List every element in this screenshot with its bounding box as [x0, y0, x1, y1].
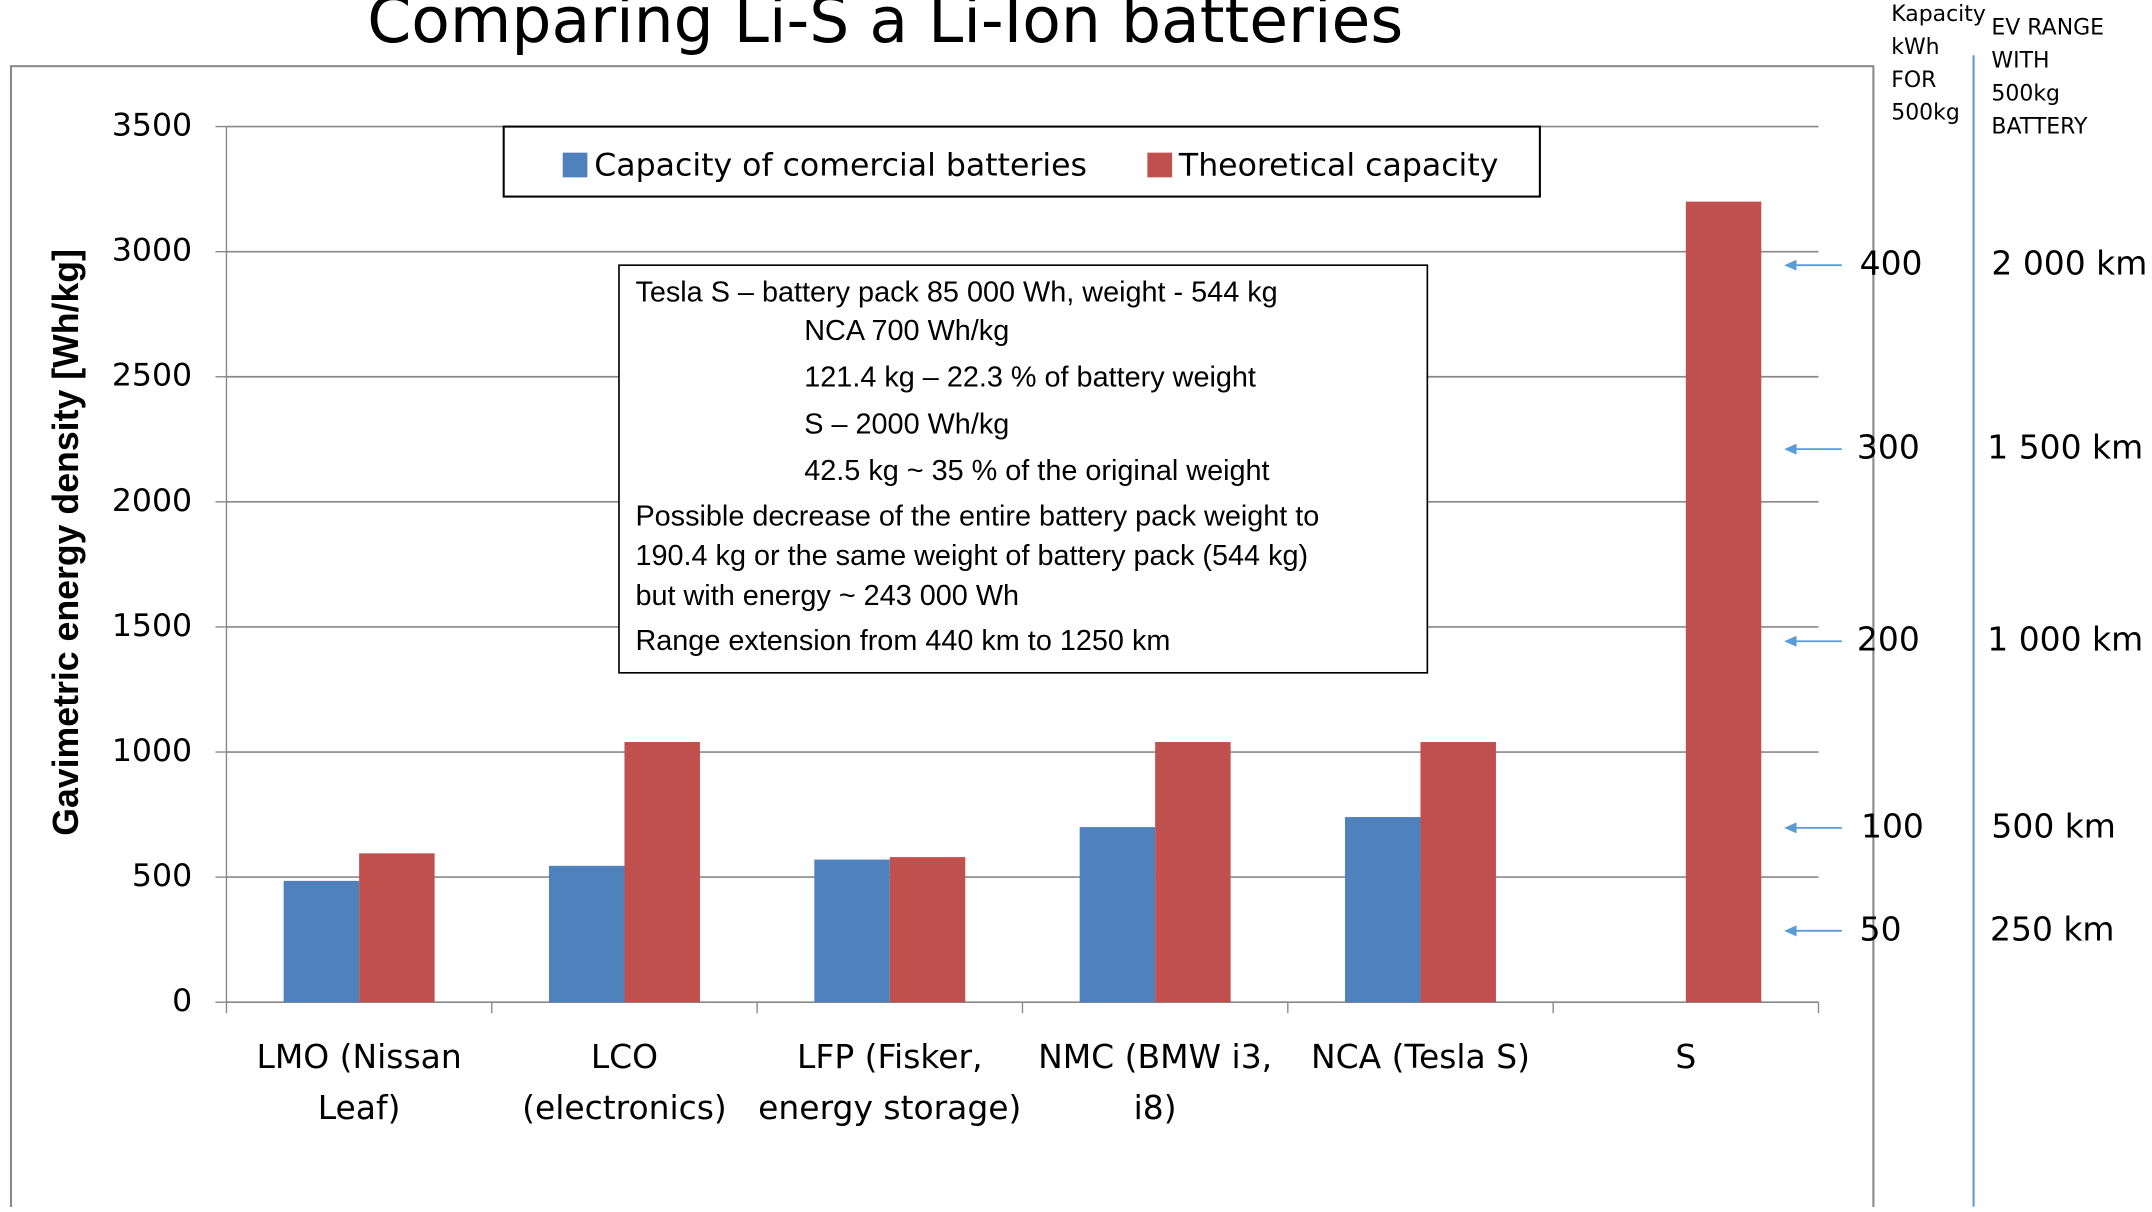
- bar: [359, 853, 435, 1003]
- side-header: Kapacity kWh FOR 500kg: [1891, 0, 1986, 126]
- arrow-head: [1784, 635, 1797, 647]
- range-label: 1 500 km: [1987, 428, 2143, 467]
- arrow-head: [1784, 925, 1797, 937]
- text-box-line: 42.5 kg ~ 35 % of the original weight: [804, 455, 1269, 487]
- y-tick-label: 1000: [112, 733, 192, 769]
- text-box-line: S – 2000 Wh/kg: [804, 408, 1009, 440]
- x-tick-label-box: LCO (electronics): [522, 1037, 727, 1128]
- text-box-line: but with energy ~ 243 000 Wh: [635, 580, 1019, 612]
- legend-swatch: [1147, 152, 1173, 178]
- x-tick-label-box: LFP (Fisker, energy storage): [758, 1037, 1022, 1128]
- capacity-label: 100: [1861, 806, 1924, 845]
- arrow-head: [1784, 822, 1797, 834]
- range-label: 250 km: [1990, 909, 2114, 948]
- x-tick-label: NMC (BMW i3, i8): [1038, 1037, 1273, 1128]
- y-tick-label: 1500: [112, 608, 192, 644]
- bar: [889, 857, 966, 1003]
- bar: [1079, 827, 1156, 1003]
- bar: [1155, 742, 1231, 1003]
- range-label: 500 km: [1991, 806, 2115, 845]
- y-tick-label: 2500: [112, 358, 192, 394]
- y-tick-label: 0: [172, 983, 192, 1019]
- x-tick-label: LFP (Fisker, energy storage): [758, 1037, 1022, 1128]
- legend-box: [502, 125, 1541, 198]
- x-tick-label-box: NCA (Tesla S): [1310, 1037, 1530, 1077]
- bar: [1420, 742, 1496, 1003]
- range-label: 2 000 km: [1991, 244, 2147, 283]
- chart-title: Comparing Li-S a Li-Ion batteries: [367, 0, 1403, 57]
- bar: [1685, 201, 1762, 1003]
- text-box-line: NCA 700 Wh/kg: [804, 315, 1009, 347]
- capacity-label: 50: [1860, 909, 1902, 948]
- bar: [548, 865, 625, 1003]
- text-box: [618, 264, 1429, 674]
- capacity-label: 300: [1857, 428, 1920, 467]
- arrow-head: [1784, 259, 1797, 271]
- side-header-box: Kapacity kWh FOR 500kg: [1891, 0, 1986, 126]
- range-label: 1 000 km: [1987, 620, 2143, 659]
- x-tick-label: NCA (Tesla S): [1310, 1037, 1530, 1077]
- x-tick-label-box: NMC (BMW i3, i8): [1038, 1037, 1273, 1128]
- bar: [283, 880, 360, 1003]
- y-tick-label: 2000: [112, 483, 192, 519]
- x-tick-label-box: S: [1675, 1037, 1697, 1077]
- side-header-box: EV RANGE WITH 500kg BATTERY: [1991, 14, 2105, 139]
- capacity-label: 200: [1857, 620, 1920, 659]
- legend-label: Capacity of comercial batteries: [594, 147, 1087, 183]
- x-tick-label: LMO (Nissan Leaf): [256, 1037, 462, 1128]
- y-tick-label: 500: [132, 858, 192, 894]
- x-tick-label: LCO (electronics): [522, 1037, 727, 1128]
- legend-swatch: [562, 152, 588, 178]
- y-tick-label: 3500: [112, 108, 192, 144]
- x-tick-label: S: [1675, 1037, 1697, 1077]
- legend-label: Theoretical capacity: [1178, 147, 1498, 183]
- arrow-head: [1784, 443, 1797, 455]
- y-tick-label: 3000: [112, 233, 192, 269]
- bar: [814, 859, 890, 1003]
- text-box-line: Range extension from 440 km to 1250 km: [635, 625, 1170, 657]
- bar: [1345, 817, 1421, 1003]
- capacity-label: 400: [1860, 244, 1923, 283]
- chart-frame: [9, 65, 1875, 1212]
- x-tick-label-box: LMO (Nissan Leaf): [256, 1037, 462, 1128]
- text-box-line: 121.4 kg – 22.3 % of battery weight: [804, 362, 1256, 394]
- y-axis-label: Gavimetric energy density [Wh/kg]: [46, 249, 86, 836]
- text-box-line: Possible decrease of the entire battery …: [635, 500, 1319, 532]
- text-box-line: Tesla S – battery pack 85 000 Wh, weight…: [635, 277, 1277, 309]
- bar: [624, 742, 700, 1003]
- side-header: EV RANGE WITH 500kg BATTERY: [1991, 14, 2105, 139]
- text-box-line: 190.4 kg or the same weight of battery p…: [635, 540, 1308, 572]
